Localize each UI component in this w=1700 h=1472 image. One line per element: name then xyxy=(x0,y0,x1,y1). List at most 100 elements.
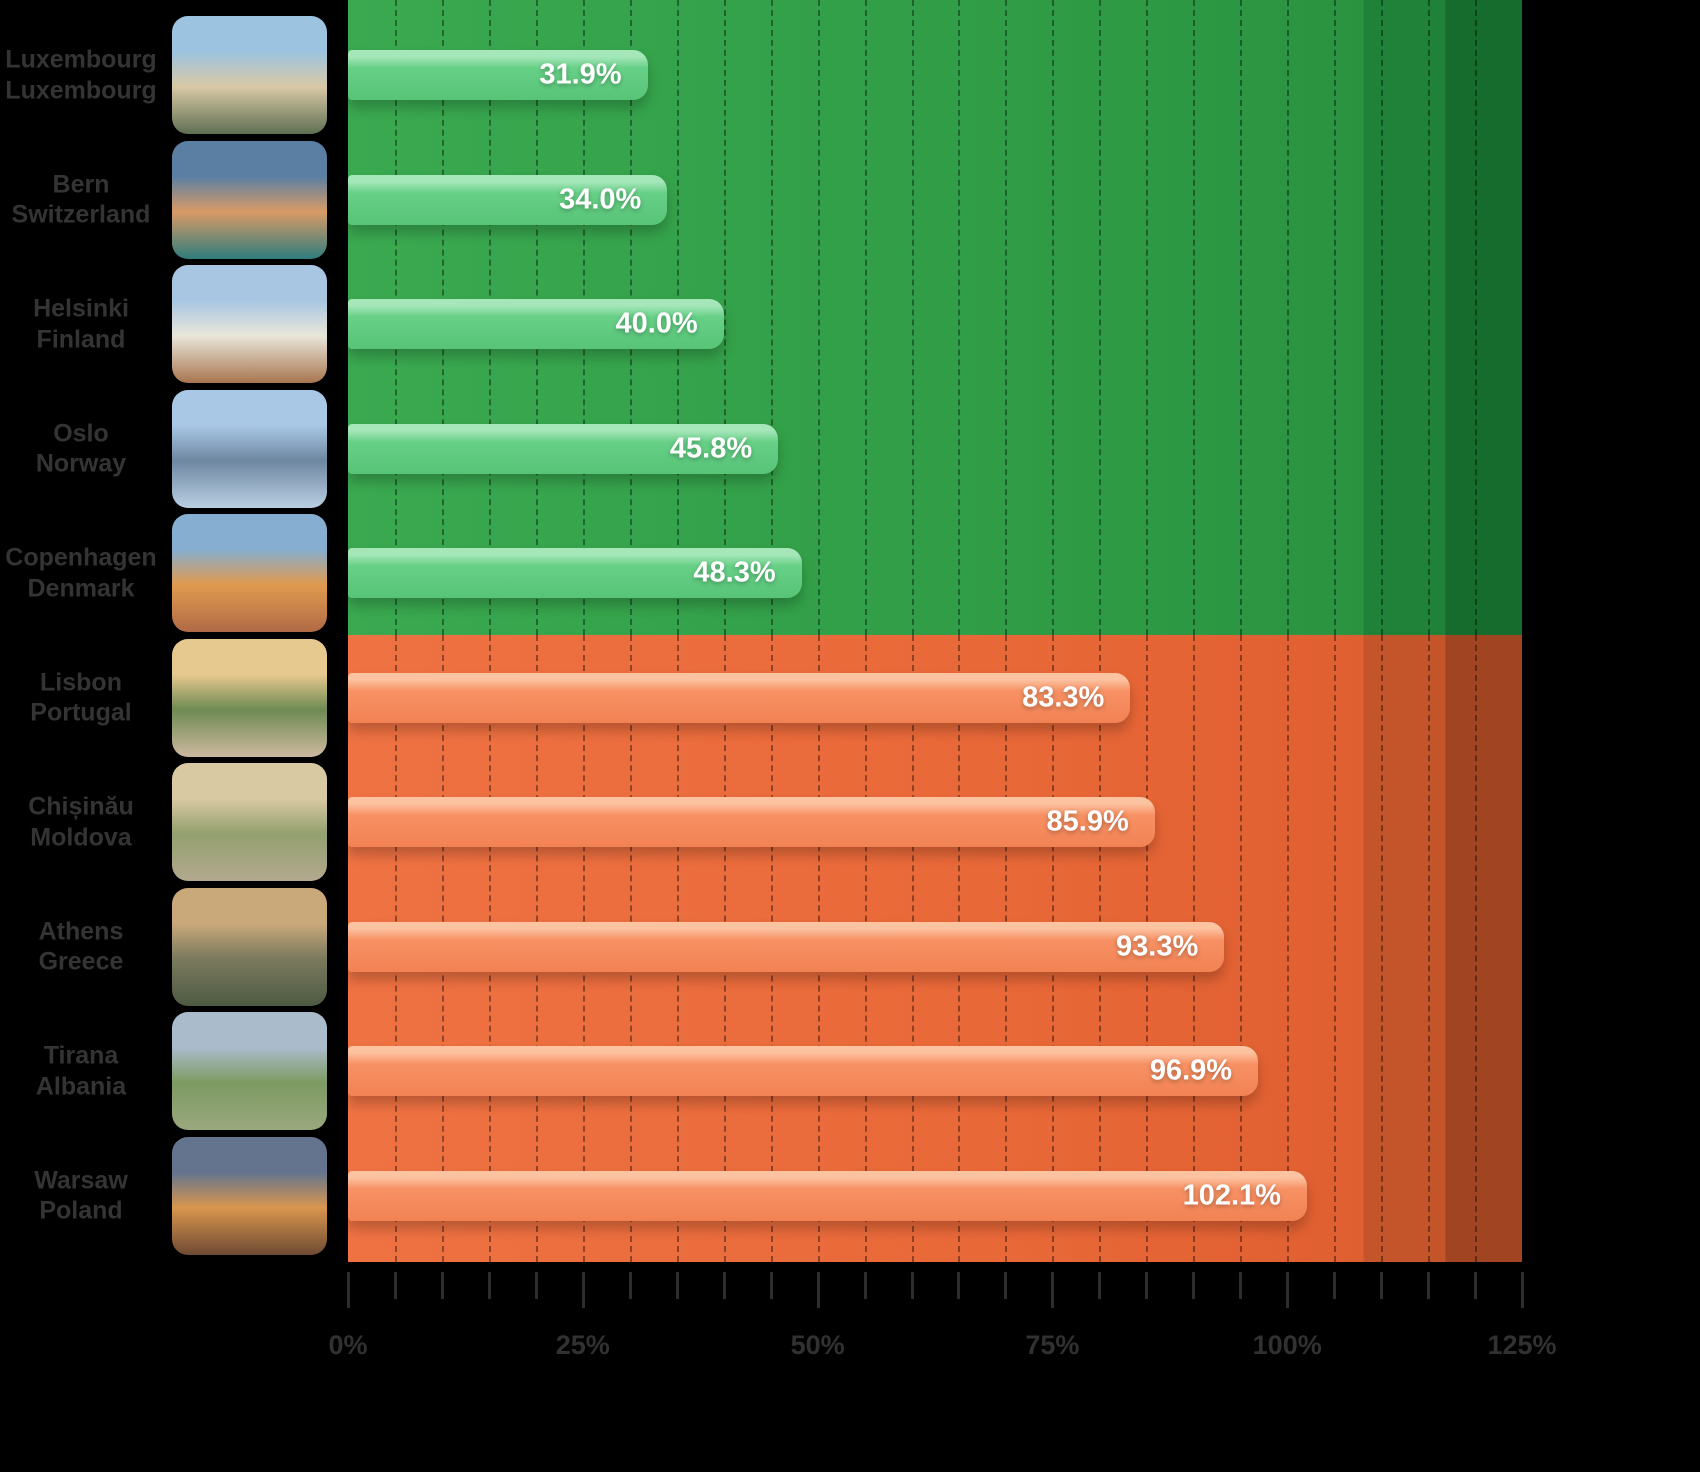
axis-tick xyxy=(628,1272,632,1299)
axis-tick xyxy=(1474,1272,1478,1299)
axis-tick xyxy=(1333,1272,1337,1299)
gridline xyxy=(1287,0,1290,635)
gridline xyxy=(1052,0,1055,635)
value-label: 34.0% xyxy=(559,183,642,216)
city-name: Copenhagen xyxy=(5,543,157,572)
gridline xyxy=(1146,0,1149,635)
axis-tick xyxy=(393,1272,397,1299)
axis-tick xyxy=(769,1272,773,1299)
axis-tick xyxy=(910,1272,914,1299)
axis-tick-label: 50% xyxy=(790,1330,845,1360)
value-label: 96.9% xyxy=(1149,1054,1233,1087)
gridline xyxy=(1475,0,1478,635)
country-name: Greece xyxy=(38,947,124,976)
gridline xyxy=(1287,635,1290,1262)
country-name: Norway xyxy=(35,449,127,478)
city-photo xyxy=(172,389,327,508)
axis-tick xyxy=(1098,1272,1102,1299)
city-photo xyxy=(172,265,327,384)
city-photo xyxy=(172,638,327,757)
city-name: Luxembourg xyxy=(5,45,157,74)
value-bar: 40.0% xyxy=(348,299,724,350)
gridline xyxy=(1428,635,1431,1262)
value-bar: 96.9% xyxy=(348,1046,1259,1097)
city-name: Athens xyxy=(38,917,124,946)
city-photo xyxy=(172,514,327,633)
value-label: 31.9% xyxy=(539,58,622,91)
axis-tick-label: 75% xyxy=(1025,1330,1080,1360)
axis-tick xyxy=(1145,1272,1149,1299)
country-name: Finland xyxy=(36,325,126,354)
gridline xyxy=(1428,0,1431,635)
gridline xyxy=(770,0,773,635)
gridline xyxy=(1334,635,1337,1262)
gridline xyxy=(911,0,914,635)
country-name: Albania xyxy=(35,1072,127,1101)
gridline xyxy=(817,0,820,635)
axis-tick xyxy=(722,1272,726,1299)
axis-tick xyxy=(534,1272,538,1299)
axis-tick xyxy=(1286,1272,1290,1308)
city-name: Oslo xyxy=(53,419,109,448)
gridline xyxy=(1099,0,1102,635)
country-name: Poland xyxy=(39,1196,123,1225)
gridline xyxy=(864,0,867,635)
city-name: Warsaw xyxy=(34,1166,128,1195)
city-name: Chișinău xyxy=(28,792,134,821)
country-name: Portugal xyxy=(30,698,132,727)
row-label: Tirana Albania xyxy=(0,1041,162,1102)
city-photo xyxy=(172,140,327,259)
city-name: Tirana xyxy=(43,1041,119,1070)
country-name: Moldova xyxy=(30,823,132,852)
city-photo xyxy=(172,887,327,1006)
axis-tick xyxy=(487,1272,491,1299)
gridline xyxy=(1240,0,1243,635)
axis-tick xyxy=(1521,1272,1524,1308)
gridline xyxy=(1240,635,1243,1262)
axis-tick xyxy=(581,1272,585,1308)
city-photo xyxy=(172,1136,327,1255)
row-label: Luxembourg Luxembourg xyxy=(0,45,162,106)
gridline xyxy=(1193,0,1196,635)
value-bar: 45.8% xyxy=(348,423,779,474)
row-label: Athens Greece xyxy=(0,916,162,977)
city-name: Helsinki xyxy=(33,294,129,323)
row-label: Helsinki Finland xyxy=(0,294,162,355)
axis-tick xyxy=(1004,1272,1008,1299)
value-label: 102.1% xyxy=(1182,1179,1281,1212)
row-label: Lisbon Portugal xyxy=(0,667,162,728)
axis-tick xyxy=(1192,1272,1196,1299)
value-label: 85.9% xyxy=(1046,805,1129,838)
row-label: Warsaw Poland xyxy=(0,1165,162,1226)
gridline xyxy=(1381,0,1384,635)
gridline xyxy=(958,0,961,635)
row-label: Oslo Norway xyxy=(0,418,162,479)
value-bar: 83.3% xyxy=(348,672,1131,723)
axis-tick xyxy=(1051,1272,1055,1308)
city-photo xyxy=(172,763,327,882)
value-label: 45.8% xyxy=(669,432,753,465)
axis-tick-label: 100% xyxy=(1252,1330,1322,1360)
value-bar: 102.1% xyxy=(348,1170,1307,1221)
row-label: Copenhagen Denmark xyxy=(0,543,162,604)
country-name: Denmark xyxy=(27,574,135,603)
value-label: 48.3% xyxy=(693,556,776,589)
row-label: Chișinău Moldova xyxy=(0,792,162,853)
gridline xyxy=(1334,0,1337,635)
country-name: Switzerland xyxy=(11,200,151,229)
value-label: 93.3% xyxy=(1116,930,1199,963)
city-name: Lisbon xyxy=(40,668,122,697)
axis-tick xyxy=(347,1272,350,1308)
axis-tick-label: 0% xyxy=(328,1330,368,1360)
city-photo xyxy=(172,16,327,135)
axis-tick xyxy=(957,1272,961,1299)
value-label: 83.3% xyxy=(1022,681,1105,714)
axis-tick xyxy=(440,1272,444,1299)
axis-tick-label: 25% xyxy=(555,1330,610,1360)
axis-tick-label: 125% xyxy=(1487,1330,1557,1360)
axis-tick xyxy=(1427,1272,1431,1299)
city-name: Bern xyxy=(52,170,110,199)
city-photo xyxy=(172,1012,327,1131)
value-bar: 48.3% xyxy=(348,548,802,599)
